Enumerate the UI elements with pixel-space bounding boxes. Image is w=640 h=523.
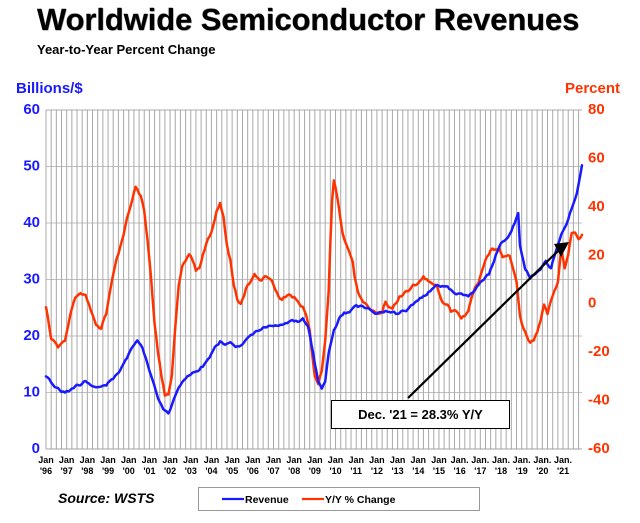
svg-text:Jan.: Jan.: [554, 455, 572, 465]
svg-text:-20: -20: [588, 343, 610, 360]
svg-text:Jan: Jan: [80, 455, 96, 465]
svg-text:'05: '05: [226, 466, 238, 476]
svg-text:'04: '04: [205, 466, 217, 476]
svg-text:'03: '03: [185, 466, 197, 476]
svg-text:40: 40: [23, 214, 40, 231]
svg-text:Jan: Jan: [100, 455, 116, 465]
svg-text:'99: '99: [102, 466, 114, 476]
svg-text:30: 30: [23, 271, 40, 288]
svg-text:Jan: Jan: [348, 455, 364, 465]
svg-text:Jan: Jan: [121, 455, 137, 465]
svg-text:'17: '17: [474, 466, 486, 476]
svg-text:Jan: Jan: [142, 455, 158, 465]
svg-text:Jan: Jan: [59, 455, 75, 465]
svg-text:'97: '97: [61, 466, 73, 476]
svg-text:50: 50: [23, 158, 40, 175]
svg-text:Jan: Jan: [204, 455, 220, 465]
svg-text:Jan.: Jan.: [471, 455, 489, 465]
svg-text:'14: '14: [412, 466, 424, 476]
svg-text:'20: '20: [536, 466, 548, 476]
svg-text:'16: '16: [454, 466, 466, 476]
svg-text:40: 40: [588, 198, 605, 215]
svg-text:20: 20: [588, 246, 605, 263]
svg-text:Jan: Jan: [224, 455, 240, 465]
svg-text:-40: -40: [588, 392, 610, 409]
svg-text:'07: '07: [267, 466, 279, 476]
svg-text:Jan: Jan: [266, 455, 282, 465]
svg-text:'01: '01: [143, 466, 155, 476]
svg-text:Jan: Jan: [183, 455, 199, 465]
svg-text:Jan: Jan: [390, 455, 406, 465]
svg-text:'06: '06: [247, 466, 259, 476]
svg-text:80: 80: [588, 101, 605, 118]
svg-text:'09: '09: [309, 466, 321, 476]
svg-text:Jan.: Jan.: [451, 455, 469, 465]
svg-text:'10: '10: [329, 466, 341, 476]
svg-text:'96: '96: [40, 466, 52, 476]
svg-text:'21: '21: [557, 466, 569, 476]
svg-text:Jan: Jan: [245, 455, 261, 465]
svg-text:Jan.: Jan.: [513, 455, 531, 465]
svg-text:'13: '13: [392, 466, 404, 476]
svg-text:'08: '08: [288, 466, 300, 476]
svg-text:'00: '00: [123, 466, 135, 476]
svg-text:Jan: Jan: [411, 455, 427, 465]
svg-text:Jan: Jan: [38, 455, 54, 465]
svg-text:Y/Y % Change: Y/Y % Change: [325, 494, 396, 506]
svg-text:'02: '02: [164, 466, 176, 476]
svg-text:'98: '98: [81, 466, 93, 476]
svg-text:Jan.: Jan.: [492, 455, 510, 465]
svg-text:'18: '18: [495, 466, 507, 476]
svg-text:Jan.: Jan.: [533, 455, 551, 465]
svg-text:Jan: Jan: [328, 455, 344, 465]
svg-text:60: 60: [23, 101, 40, 118]
svg-text:'11: '11: [350, 466, 362, 476]
svg-text:'15: '15: [433, 466, 445, 476]
svg-text:Jan: Jan: [307, 455, 323, 465]
svg-text:60: 60: [588, 149, 605, 166]
svg-text:10: 10: [23, 384, 40, 401]
svg-text:-60: -60: [588, 440, 610, 457]
svg-text:Revenue: Revenue: [245, 494, 289, 506]
svg-text:20: 20: [23, 327, 40, 344]
svg-text:'12: '12: [371, 466, 383, 476]
svg-text:Jan: Jan: [369, 455, 385, 465]
svg-text:0: 0: [588, 295, 596, 312]
svg-text:Jan: Jan: [286, 455, 302, 465]
svg-text:'19: '19: [516, 466, 528, 476]
svg-text:Jan: Jan: [162, 455, 178, 465]
svg-text:Jan: Jan: [431, 455, 447, 465]
